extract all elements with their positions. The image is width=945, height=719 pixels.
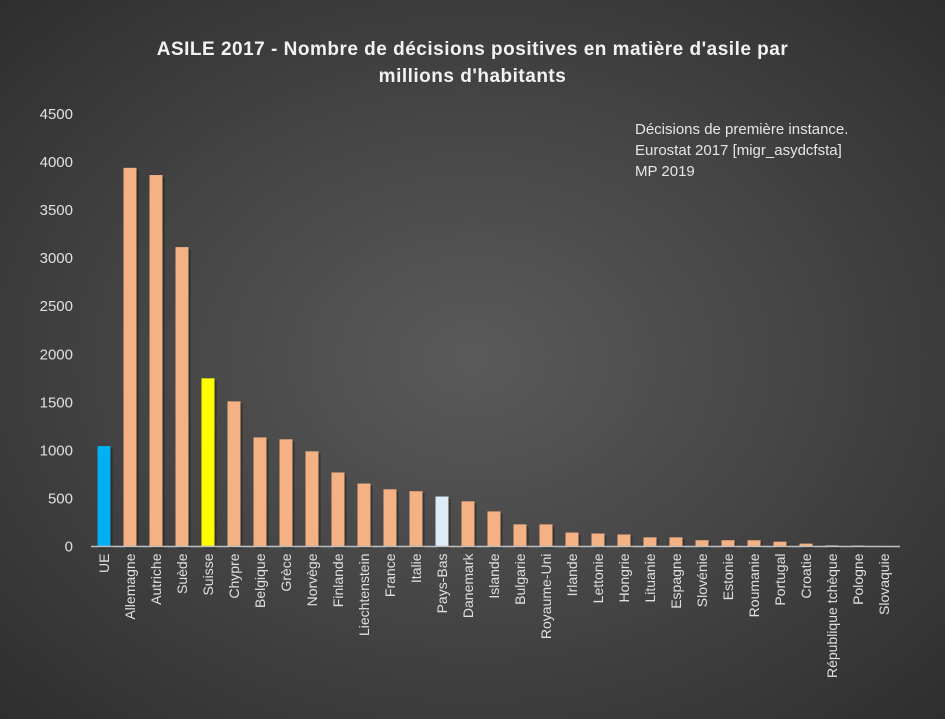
x-tick-label: Suisse [200, 553, 216, 595]
y-tick-label: 3500 [40, 202, 73, 219]
y-tick-label: 2000 [40, 346, 73, 363]
bar-italie [409, 491, 423, 547]
bar-shadow [853, 547, 867, 549]
bar-chypre [227, 401, 241, 547]
x-tick-label: Estonie [720, 553, 736, 600]
bar-autriche [149, 175, 163, 547]
bar-royaume-uni [539, 524, 553, 547]
y-tick-label: 0 [65, 539, 73, 556]
x-tick-label: Royaume-Uni [538, 554, 554, 640]
chart-title: ASILE 2017 - Nombre de décisions positiv… [0, 36, 945, 90]
x-tick-label: Autriche [148, 553, 164, 605]
x-tick-label: Espagne [668, 553, 684, 608]
x-tick-label: République tchèque [824, 553, 840, 678]
title-line-2: millions d'habitants [378, 66, 567, 87]
bar-espagne [669, 537, 683, 547]
bar-shadow [827, 547, 841, 549]
y-tick-label: 500 [48, 490, 73, 507]
annotation-line-2: Eurostat 2017 [migr_asydcfsta] [635, 142, 842, 159]
x-tick-label: Slovaquie [876, 553, 892, 615]
bar-lettonie [591, 533, 605, 547]
annotation-line-1: Décisions de première instance. [635, 121, 849, 138]
bar-lituanie [643, 537, 657, 547]
bar-danemark [461, 501, 475, 547]
bar-bulgarie [513, 524, 527, 547]
bar-islande [487, 511, 501, 547]
x-tick-label: UE [96, 554, 112, 573]
x-tick-label: Pays-Bas [434, 554, 450, 614]
bar-slovénie [695, 540, 709, 547]
x-tick-label: Roumanie [746, 553, 762, 617]
x-tick-label: Danemark [460, 553, 476, 619]
y-tick-label: 1000 [40, 442, 73, 459]
bar-grèce [279, 439, 293, 547]
bar-suède [175, 247, 189, 547]
bar-pays-bas [435, 496, 449, 547]
x-tick-label: Bulgarie [512, 553, 528, 605]
x-tick-label: Liechtenstein [356, 554, 372, 637]
bar-portugal [773, 541, 787, 547]
source-annotation: Décisions de première instance. Eurostat… [635, 119, 848, 182]
x-tick-label: Finlande [330, 553, 346, 607]
bar-ue [97, 446, 111, 547]
bar-estonie [721, 540, 735, 547]
y-tick-label: 4500 [40, 106, 73, 123]
x-tick-label: Belgique [252, 553, 268, 608]
bar-belgique [253, 437, 267, 547]
annotation-line-3: MP 2019 [635, 163, 695, 180]
x-tick-label: Hongrie [616, 553, 632, 602]
x-tick-label: Suède [174, 553, 190, 594]
bar-france [383, 489, 397, 547]
bar-finlande [331, 472, 345, 547]
x-tick-label: Irlande [564, 553, 580, 596]
y-tick-label: 2500 [40, 298, 73, 315]
x-tick-label: Lettonie [590, 553, 606, 603]
x-tick-label: Islande [486, 553, 502, 598]
y-tick-label: 4000 [40, 154, 73, 171]
x-tick-label: Croatie [798, 553, 814, 598]
y-tick-label: 1500 [40, 394, 73, 411]
x-tick-label: Norvège [304, 553, 320, 606]
x-tick-label: Slovénie [694, 553, 710, 607]
bar-allemagne [123, 167, 137, 547]
bar-norvège [305, 451, 319, 547]
x-tick-label: Italie [408, 553, 424, 583]
bar-irlande [565, 532, 579, 547]
x-tick-label: Portugal [772, 554, 788, 606]
bar-hongrie [617, 534, 631, 547]
x-tick-label: Lituanie [642, 553, 658, 602]
x-tick-label: Grèce [278, 553, 294, 591]
bar-croatie [799, 543, 813, 547]
x-tick-label: Pologne [850, 553, 866, 605]
x-tick-label: Allemagne [122, 553, 138, 619]
bar-suisse [201, 378, 215, 547]
title-line-1: ASILE 2017 - Nombre de décisions positiv… [156, 39, 789, 60]
y-tick-label: 3000 [40, 250, 73, 267]
x-tick-label: France [382, 553, 398, 597]
bar-roumanie [747, 540, 761, 547]
bar-liechtenstein [357, 483, 371, 547]
x-tick-label: Chypre [226, 553, 242, 598]
